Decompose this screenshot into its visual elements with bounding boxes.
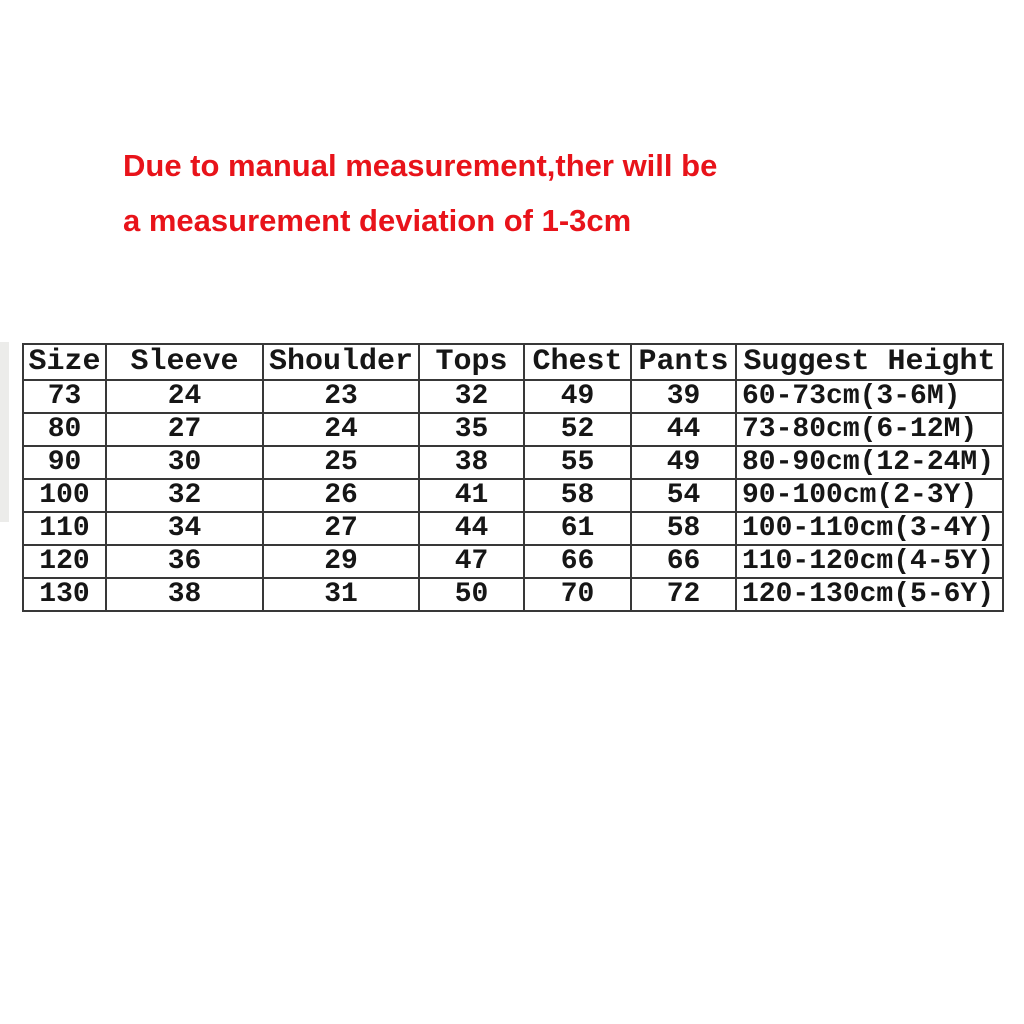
table-row: 80 27 24 35 52 44 73-80cm(6-12M)	[22, 412, 1004, 447]
table-cell: 31	[262, 577, 420, 612]
table-cell: 26	[262, 478, 420, 513]
table-cell: 29	[262, 544, 420, 579]
table-cell: 55	[523, 445, 632, 480]
table-cell: 41	[418, 478, 525, 513]
cell-suggest-height: 120-130cm(5-6Y)	[735, 577, 1004, 612]
column-header-chest: Chest	[523, 343, 632, 381]
measurement-disclaimer: Due to manual measurement,ther will be a…	[123, 138, 717, 248]
column-header-sleeve: Sleeve	[105, 343, 264, 381]
column-header-size: Size	[22, 343, 107, 381]
scan-artifact	[0, 342, 9, 522]
table-cell: 47	[418, 544, 525, 579]
table-row: 90 30 25 38 55 49 80-90cm(12-24M)	[22, 445, 1004, 480]
cell-suggest-height: 60-73cm(3-6M)	[735, 379, 1004, 414]
size-chart-body: 73 24 23 32 49 39 60-73cm(3-6M) 80 27 24 35 52 44 73-…	[22, 379, 1004, 612]
table-row: 120 36 29 47 66 66 110-120cm(4-5Y)	[22, 544, 1004, 579]
table-cell: 90	[22, 445, 107, 480]
table-cell: 110	[22, 511, 107, 546]
column-header-pants: Pants	[630, 343, 737, 381]
table-row: 100 32 26 41 58 54 90-100cm(2-3Y)	[22, 478, 1004, 513]
table-cell: 120	[22, 544, 107, 579]
cell-suggest-height: 100-110cm(3-4Y)	[735, 511, 1004, 546]
table-cell: 61	[523, 511, 632, 546]
table-row: 130 38 31 50 70 72 120-130cm(5-6Y)	[22, 577, 1004, 612]
table-cell: 44	[630, 412, 737, 447]
table-cell: 38	[105, 577, 264, 612]
table-cell: 58	[523, 478, 632, 513]
table-cell: 54	[630, 478, 737, 513]
table-row: 73 24 23 32 49 39 60-73cm(3-6M)	[22, 379, 1004, 414]
cell-suggest-height: 90-100cm(2-3Y)	[735, 478, 1004, 513]
table-cell: 49	[523, 379, 632, 414]
table-cell: 24	[105, 379, 264, 414]
cell-suggest-height: 110-120cm(4-5Y)	[735, 544, 1004, 579]
table-cell: 66	[523, 544, 632, 579]
table-cell: 23	[262, 379, 420, 414]
table-cell: 38	[418, 445, 525, 480]
table-cell: 58	[630, 511, 737, 546]
cell-suggest-height: 73-80cm(6-12M)	[735, 412, 1004, 447]
table-cell: 27	[262, 511, 420, 546]
table-cell: 70	[523, 577, 632, 612]
table-cell: 24	[262, 412, 420, 447]
column-header-suggest-height: Suggest Height	[735, 343, 1004, 381]
size-chart-header-row: Size Sleeve Shoulder Tops Chest Pants Suggest …	[22, 343, 1004, 381]
cell-suggest-height: 80-90cm(12-24M)	[735, 445, 1004, 480]
table-cell: 73	[22, 379, 107, 414]
table-cell: 66	[630, 544, 737, 579]
table-cell: 52	[523, 412, 632, 447]
table-cell: 35	[418, 412, 525, 447]
disclaimer-line-2: a measurement deviation of 1-3cm	[123, 203, 632, 238]
table-cell: 39	[630, 379, 737, 414]
table-row: 110 34 27 44 61 58 100-110cm(3-4Y)	[22, 511, 1004, 546]
table-cell: 130	[22, 577, 107, 612]
table-cell: 80	[22, 412, 107, 447]
table-cell: 49	[630, 445, 737, 480]
table-cell: 32	[418, 379, 525, 414]
table-cell: 34	[105, 511, 264, 546]
table-cell: 44	[418, 511, 525, 546]
size-chart-table: Size Sleeve Shoulder Tops Chest Pants Suggest …	[22, 343, 1004, 612]
table-cell: 36	[105, 544, 264, 579]
table-cell: 100	[22, 478, 107, 513]
column-header-tops: Tops	[418, 343, 525, 381]
table-cell: 72	[630, 577, 737, 612]
table-cell: 50	[418, 577, 525, 612]
table-cell: 30	[105, 445, 264, 480]
table-cell: 27	[105, 412, 264, 447]
table-cell: 32	[105, 478, 264, 513]
column-header-shoulder: Shoulder	[262, 343, 420, 381]
disclaimer-line-1: Due to manual measurement,ther will be	[123, 148, 718, 183]
table-cell: 25	[262, 445, 420, 480]
